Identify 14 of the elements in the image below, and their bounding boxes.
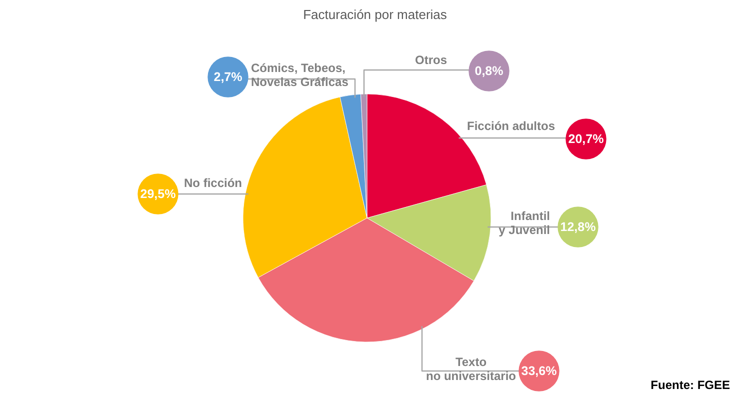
slice-label: Ficción adultos xyxy=(466,119,556,133)
source-note: Fuente: FGEE xyxy=(650,378,730,392)
slice-label: Texto no universitario xyxy=(426,355,516,383)
chart-title: Facturación por materias xyxy=(303,7,448,22)
data-label: 0,8% xyxy=(474,64,504,78)
slice-label: Infantil y Juvenil xyxy=(498,209,550,237)
data-label: 2,7% xyxy=(214,70,242,84)
data-label: 12,8% xyxy=(560,220,596,234)
data-label: 33,6% xyxy=(521,364,557,378)
slice-label: No ficción xyxy=(184,176,242,190)
slice-label: Otros xyxy=(414,53,448,67)
data-label: 29,5% xyxy=(140,187,176,201)
slice-label: Cómics, Tebeos, Novelas Gráficas xyxy=(251,61,349,89)
data-label: 20,7% xyxy=(568,132,604,146)
